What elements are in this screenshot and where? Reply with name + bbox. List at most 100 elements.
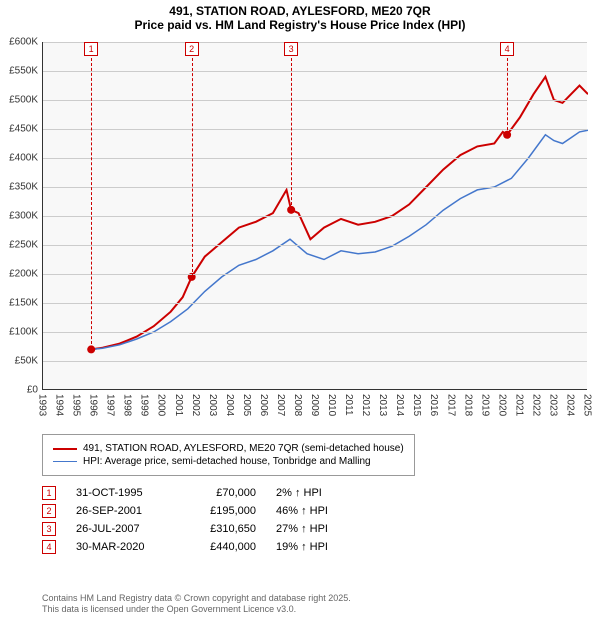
sales-row-pct: 19% ↑ HPI bbox=[276, 541, 386, 553]
x-tick-label: 1999 bbox=[139, 394, 150, 416]
y-tick-label: £400K bbox=[9, 153, 38, 164]
legend-label: HPI: Average price, semi-detached house,… bbox=[83, 456, 371, 467]
x-tick-label: 2013 bbox=[377, 394, 388, 416]
sales-row: 1 31-OCT-1995 £70,000 2% ↑ HPI bbox=[42, 486, 386, 500]
x-tick-label: 1997 bbox=[105, 394, 116, 416]
sales-row-pct: 2% ↑ HPI bbox=[276, 487, 386, 499]
x-tick-label: 2020 bbox=[496, 394, 507, 416]
x-tick-label: 2022 bbox=[530, 394, 541, 416]
gridline bbox=[43, 100, 587, 101]
gridline bbox=[43, 361, 587, 362]
x-tick-label: 1998 bbox=[122, 394, 133, 416]
y-tick-label: £500K bbox=[9, 95, 38, 106]
x-tick-label: 2007 bbox=[275, 394, 286, 416]
sales-row-pct: 46% ↑ HPI bbox=[276, 505, 386, 517]
sale-marker-flag-3: 3 bbox=[284, 42, 298, 56]
y-tick-label: £50K bbox=[15, 356, 38, 367]
legend-item: 491, STATION ROAD, AYLESFORD, ME20 7QR (… bbox=[53, 443, 404, 454]
y-axis-labels: £0£50K£100K£150K£200K£250K£300K£350K£400… bbox=[0, 42, 40, 390]
gridline bbox=[43, 216, 587, 217]
series-property bbox=[91, 77, 588, 350]
sales-row: 3 26-JUL-2007 £310,650 27% ↑ HPI bbox=[42, 522, 386, 536]
x-tick-label: 2000 bbox=[156, 394, 167, 416]
y-tick-label: £250K bbox=[9, 240, 38, 251]
x-tick-label: 1993 bbox=[37, 394, 48, 416]
y-tick-label: £600K bbox=[9, 37, 38, 48]
chart-title: 491, STATION ROAD, AYLESFORD, ME20 7QR bbox=[0, 0, 600, 18]
legend-swatch bbox=[53, 448, 77, 450]
footer-line1: Contains HM Land Registry data © Crown c… bbox=[42, 593, 351, 605]
sales-row-date: 30-MAR-2020 bbox=[76, 541, 166, 553]
x-tick-label: 2010 bbox=[326, 394, 337, 416]
sales-row-price: £70,000 bbox=[186, 487, 256, 499]
x-tick-label: 1995 bbox=[71, 394, 82, 416]
y-tick-label: £550K bbox=[9, 66, 38, 77]
x-tick-label: 2019 bbox=[479, 394, 490, 416]
sale-marker-line-4 bbox=[507, 58, 508, 135]
x-tick-label: 2001 bbox=[173, 394, 184, 416]
x-tick-label: 2012 bbox=[360, 394, 371, 416]
x-tick-label: 2006 bbox=[258, 394, 269, 416]
sale-marker-flag-4: 4 bbox=[500, 42, 514, 56]
sale-marker-flag-1: 1 bbox=[84, 42, 98, 56]
y-tick-label: £150K bbox=[9, 298, 38, 309]
sales-row-flag: 2 bbox=[42, 504, 56, 518]
legend: 491, STATION ROAD, AYLESFORD, ME20 7QR (… bbox=[42, 434, 415, 476]
gridline bbox=[43, 129, 587, 130]
sales-table: 1 31-OCT-1995 £70,000 2% ↑ HPI 2 26-SEP-2001 £… bbox=[42, 482, 386, 558]
legend-item: HPI: Average price, semi-detached house,… bbox=[53, 456, 404, 467]
x-axis-labels: 1993199419951996199719981999200020012002… bbox=[42, 392, 587, 432]
x-tick-label: 2005 bbox=[241, 394, 252, 416]
x-tick-label: 2016 bbox=[428, 394, 439, 416]
sales-row-price: £310,650 bbox=[186, 523, 256, 535]
x-tick-label: 2011 bbox=[343, 394, 354, 416]
sales-row-price: £195,000 bbox=[186, 505, 256, 517]
sales-row-flag: 3 bbox=[42, 522, 56, 536]
sales-row-flag: 1 bbox=[42, 486, 56, 500]
y-tick-label: £100K bbox=[9, 327, 38, 338]
sales-row-date: 26-SEP-2001 bbox=[76, 505, 166, 517]
y-tick-label: £200K bbox=[9, 269, 38, 280]
gridline bbox=[43, 71, 587, 72]
x-tick-label: 2017 bbox=[445, 394, 456, 416]
sales-row-date: 26-JUL-2007 bbox=[76, 523, 166, 535]
legend-label: 491, STATION ROAD, AYLESFORD, ME20 7QR (… bbox=[83, 443, 404, 454]
y-tick-label: £350K bbox=[9, 182, 38, 193]
sales-row-date: 31-OCT-1995 bbox=[76, 487, 166, 499]
gridline bbox=[43, 158, 587, 159]
x-tick-label: 2002 bbox=[190, 394, 201, 416]
chart-subtitle: Price paid vs. HM Land Registry's House … bbox=[0, 18, 600, 38]
x-tick-label: 2021 bbox=[513, 394, 524, 416]
x-tick-label: 2025 bbox=[582, 394, 593, 416]
sale-marker-line-2 bbox=[192, 58, 193, 277]
x-tick-label: 2014 bbox=[394, 394, 405, 416]
x-tick-label: 2023 bbox=[547, 394, 558, 416]
x-tick-label: 2009 bbox=[309, 394, 320, 416]
x-tick-label: 1996 bbox=[88, 394, 99, 416]
gridline bbox=[43, 303, 587, 304]
x-tick-label: 2024 bbox=[564, 394, 575, 416]
sales-row: 2 26-SEP-2001 £195,000 46% ↑ HPI bbox=[42, 504, 386, 518]
gridline bbox=[43, 187, 587, 188]
chart-plot-area: 1 2 3 4 bbox=[42, 42, 587, 390]
sales-row-pct: 27% ↑ HPI bbox=[276, 523, 386, 535]
sales-row: 4 30-MAR-2020 £440,000 19% ↑ HPI bbox=[42, 540, 386, 554]
sale-marker-flag-2: 2 bbox=[185, 42, 199, 56]
x-tick-label: 2018 bbox=[462, 394, 473, 416]
footer-attribution: Contains HM Land Registry data © Crown c… bbox=[42, 593, 351, 616]
y-tick-label: £300K bbox=[9, 211, 38, 222]
x-tick-label: 2008 bbox=[292, 394, 303, 416]
gridline bbox=[43, 332, 587, 333]
sales-row-price: £440,000 bbox=[186, 541, 256, 553]
x-tick-label: 2004 bbox=[224, 394, 235, 416]
sale-marker-line-1 bbox=[91, 58, 92, 349]
legend-swatch bbox=[53, 461, 77, 463]
gridline bbox=[43, 245, 587, 246]
sale-marker-line-3 bbox=[291, 58, 292, 210]
y-tick-label: £450K bbox=[9, 124, 38, 135]
gridline bbox=[43, 274, 587, 275]
footer-line2: This data is licensed under the Open Gov… bbox=[42, 604, 351, 616]
x-tick-label: 1994 bbox=[54, 394, 65, 416]
sales-row-flag: 4 bbox=[42, 540, 56, 554]
x-tick-label: 2015 bbox=[411, 394, 422, 416]
